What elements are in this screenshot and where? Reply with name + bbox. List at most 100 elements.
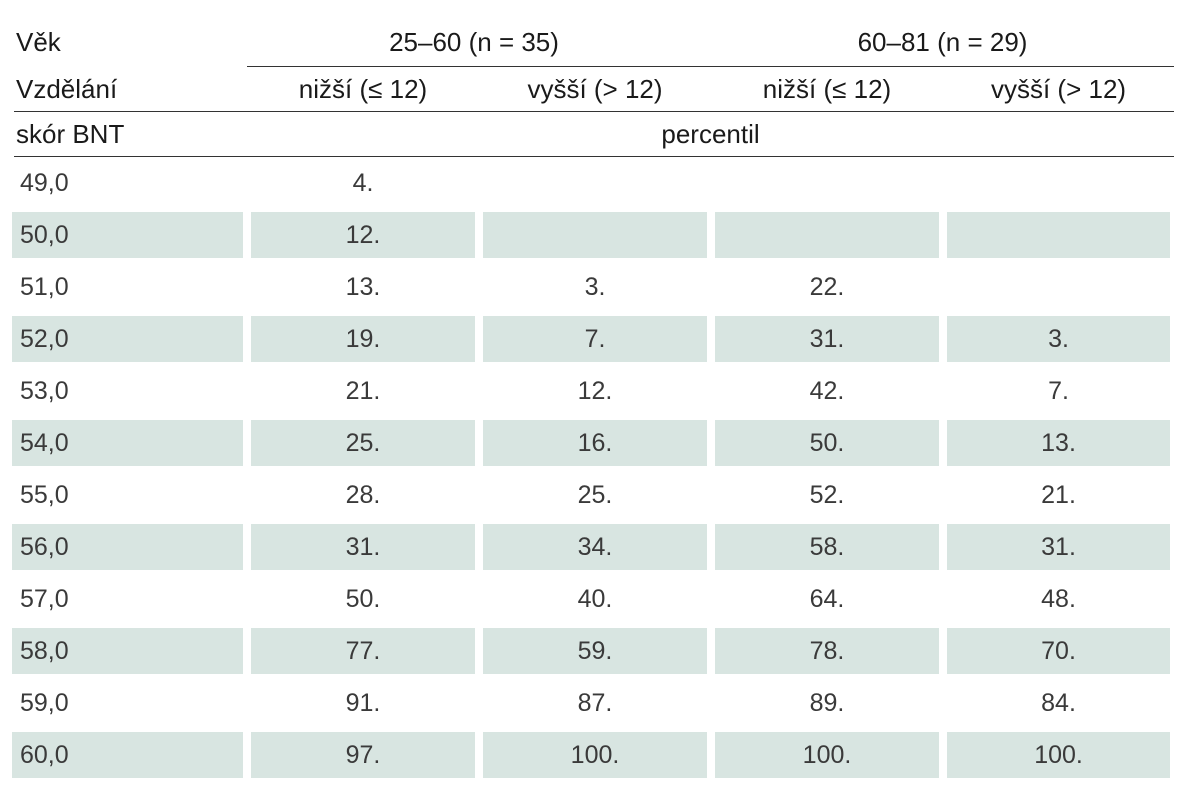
percentile-cell: 31.	[711, 313, 943, 365]
table-row: 56,0 31. 34. 58. 31.	[12, 521, 1174, 573]
percentile-value: 52.	[809, 481, 845, 509]
header-row-education: Vzdělání nižší (≤ 12) vyšší (> 12) nižší…	[14, 67, 1175, 112]
percentile-cell: 25.	[247, 417, 479, 469]
score-value: 54,0	[12, 420, 243, 466]
score-cell: 59,0	[14, 677, 247, 729]
score-value: 49,0	[20, 169, 69, 197]
percentile-cell: 12.	[479, 365, 711, 417]
percentile-cell: 19.	[247, 313, 479, 365]
percentile-value	[947, 264, 1170, 310]
age-header-label: Věk	[16, 27, 61, 57]
percentile-value: 12.	[251, 212, 475, 258]
score-cell: 58,0	[12, 625, 247, 677]
score-value: 59,0	[20, 689, 69, 717]
percentile-value: 50.	[345, 585, 381, 613]
percentile-cell: 89.	[711, 677, 943, 729]
percentile-cell: 50.	[711, 417, 943, 469]
percentile-cell: 78.	[711, 625, 943, 677]
score-cell: 49,0	[14, 157, 247, 209]
percentile-header-label: percentil	[247, 112, 1175, 157]
percentile-cell: 58.	[711, 521, 943, 573]
age-group-header-2: 60–81 (n = 29)	[711, 18, 1175, 67]
table-row: 59,0 91. 87. 89. 84.	[14, 677, 1174, 729]
header-row-score: skór BNT percentil	[14, 112, 1175, 157]
percentile-value: 31.	[947, 524, 1171, 570]
education-level-header: vyšší (> 12)	[479, 67, 712, 112]
table-row: 60,0 97. 100. 100. 100.	[12, 729, 1174, 781]
percentile-value: 100.	[947, 732, 1171, 778]
percentile-value: 13.	[345, 273, 381, 301]
bnt-percentile-table: Věk 25–60 (n = 35) 60–81 (n = 29) Vzdělá…	[12, 18, 1175, 781]
percentile-cell: 21.	[943, 469, 1174, 521]
percentile-value: 40.	[577, 585, 613, 613]
header-row-age: Věk 25–60 (n = 35) 60–81 (n = 29)	[14, 18, 1175, 67]
percentile-cell	[943, 261, 1174, 313]
score-value: 60,0	[12, 732, 243, 778]
percentile-cell: 31.	[943, 521, 1174, 573]
percentile-value	[483, 160, 707, 206]
table-row: 55,0 28. 25. 52. 21.	[14, 469, 1174, 521]
percentile-value	[715, 160, 939, 206]
percentile-value: 3.	[584, 273, 606, 301]
score-header-label: skór BNT	[14, 112, 247, 157]
percentile-value: 64.	[809, 585, 845, 613]
table-row: 52,0 19. 7. 31. 3.	[12, 313, 1174, 365]
score-cell: 54,0	[12, 417, 247, 469]
percentile-value: 21.	[1041, 481, 1076, 509]
percentile-value	[947, 160, 1170, 206]
percentile-cell: 97.	[247, 729, 479, 781]
percentile-value: 25.	[577, 481, 613, 509]
percentile-table-container: Věk 25–60 (n = 35) 60–81 (n = 29) Vzdělá…	[12, 18, 1175, 781]
percentile-cell: 84.	[943, 677, 1174, 729]
table-body: 49,0 4. 50,0 12. 51,0 13. 3. 22. 52,0 19. 7. 31. 3. 5…	[12, 157, 1174, 781]
table-row: 57,0 50. 40. 64. 48.	[14, 573, 1174, 625]
percentile-value: 50.	[715, 420, 940, 466]
percentile-value: 100.	[483, 732, 708, 778]
percentile-cell: 77.	[247, 625, 479, 677]
percentile-cell: 7.	[943, 365, 1174, 417]
percentile-value: 22.	[809, 273, 845, 301]
percentile-value: 34.	[483, 524, 708, 570]
percentile-cell	[943, 209, 1174, 261]
percentile-cell: 3.	[943, 313, 1174, 365]
score-value: 56,0	[12, 524, 243, 570]
percentile-value	[947, 212, 1171, 258]
percentile-value: 78.	[715, 628, 940, 674]
percentile-cell	[943, 157, 1174, 209]
percentile-cell: 42.	[711, 365, 943, 417]
percentile-value	[715, 212, 940, 258]
percentile-value: 97.	[251, 732, 475, 778]
percentile-value: 70.	[947, 628, 1171, 674]
percentile-cell: 12.	[247, 209, 479, 261]
table-row: 53,0 21. 12. 42. 7.	[14, 365, 1174, 417]
percentile-value: 13.	[947, 420, 1171, 466]
percentile-cell: 52.	[711, 469, 943, 521]
percentile-value: 48.	[1041, 585, 1076, 613]
score-cell: 50,0	[12, 209, 247, 261]
score-value: 55,0	[20, 481, 69, 509]
percentile-cell: 4.	[247, 157, 479, 209]
table-row: 49,0 4.	[14, 157, 1174, 209]
percentile-cell: 87.	[479, 677, 711, 729]
percentile-cell: 31.	[247, 521, 479, 573]
percentile-cell: 16.	[479, 417, 711, 469]
education-header-label: Vzdělání	[14, 67, 247, 112]
percentile-value: 12.	[577, 377, 613, 405]
percentile-value: 3.	[947, 316, 1171, 362]
score-value: 51,0	[20, 273, 69, 301]
percentile-cell: 7.	[479, 313, 711, 365]
age-group-header-1: 25–60 (n = 35)	[247, 18, 712, 67]
education-level-header: vyšší (> 12)	[943, 67, 1175, 112]
score-cell: 60,0	[12, 729, 247, 781]
percentile-cell: 91.	[247, 677, 479, 729]
score-value: 57,0	[20, 585, 69, 613]
table-row: 54,0 25. 16. 50. 13.	[12, 417, 1174, 469]
score-value: 52,0	[12, 316, 243, 362]
percentile-cell: 13.	[247, 261, 479, 313]
percentile-value: 28.	[345, 481, 381, 509]
table-row: 51,0 13. 3. 22.	[14, 261, 1174, 313]
percentile-value	[483, 212, 708, 258]
percentile-value: 87.	[577, 689, 613, 717]
percentile-cell: 28.	[247, 469, 479, 521]
percentile-value: 91.	[345, 689, 381, 717]
